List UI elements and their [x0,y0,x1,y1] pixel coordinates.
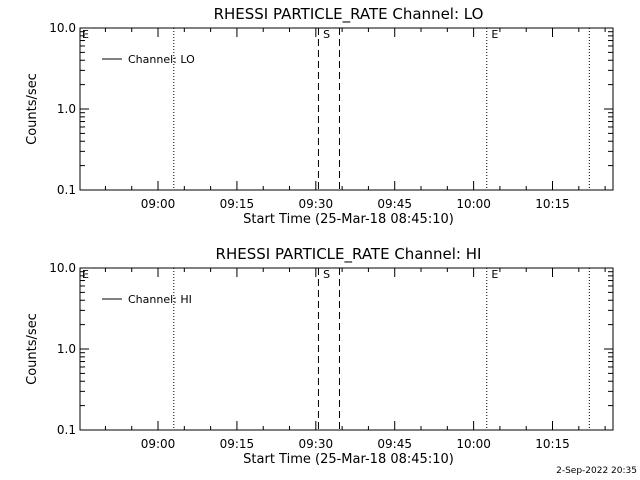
event-marker-s: S [323,28,330,41]
event-marker-e: E [491,28,498,41]
x-tick-label: 10:00 [456,197,491,211]
event-marker-e: E [82,268,89,281]
y-tick-label: 10.0 [49,21,76,35]
x-tick-label: 09:30 [299,437,334,451]
footer-timestamp: 2-Sep-2022 20:35 [556,466,637,476]
x-tick-label: 09:15 [220,437,255,451]
chart-panel-1: RHESSI PARTICLE_RATE Channel: LO 09:00 09:… [25,5,614,227]
chart-panel-2: RHESSI PARTICLE_RATE Channel: HI 09:00 09:… [25,245,614,467]
chart-title: RHESSI PARTICLE_RATE Channel: LO [214,5,484,24]
legend-entry: Channel: LO [128,53,195,66]
x-tick-label: 10:00 [456,437,491,451]
y-tick-label: 0.1 [57,423,76,437]
x-axis-label: Start Time (25-Mar-18 08:45:10) [243,452,454,467]
x-tick-label: 10:15 [535,197,570,211]
x-tick-label: 09:30 [299,197,334,211]
y-axis-label: Counts/sec [25,73,40,145]
event-marker-e: E [82,28,89,41]
y-tick-label: 1.0 [57,342,76,356]
event-marker-s: S [323,268,330,281]
legend-entry: Channel: HI [128,293,192,306]
x-tick-label: 09:00 [141,197,176,211]
x-tick-label: 09:45 [377,197,412,211]
y-axis-label: Counts/sec [25,313,40,385]
y-tick-label: 1.0 [57,102,76,116]
y-tick-label: 10.0 [49,261,76,275]
x-tick-label: 09:15 [220,197,255,211]
y-tick-label: 0.1 [57,183,76,197]
chart-title: RHESSI PARTICLE_RATE Channel: HI [216,245,482,264]
x-tick-label: 09:45 [377,437,412,451]
x-tick-label: 10:15 [535,437,570,451]
x-axis-label: Start Time (25-Mar-18 08:45:10) [243,212,454,227]
x-tick-label: 09:00 [141,437,176,451]
event-marker-e: E [491,268,498,281]
